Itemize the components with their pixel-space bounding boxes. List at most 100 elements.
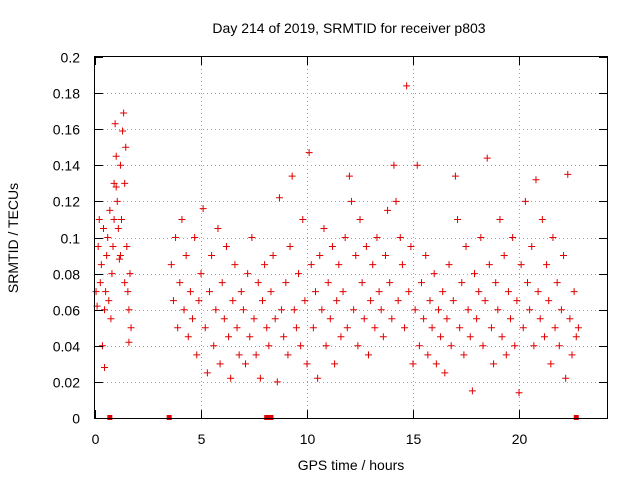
data-point	[186, 288, 194, 296]
data-point	[401, 324, 409, 332]
data-point	[333, 297, 341, 305]
y-tick-label: 0.1	[61, 231, 81, 247]
data-point	[201, 324, 209, 332]
data-point	[220, 315, 228, 323]
data-point	[125, 338, 133, 346]
gap-marker	[268, 415, 274, 420]
x-tick-label: 0	[92, 431, 100, 447]
data-point	[426, 297, 434, 305]
data-point	[229, 297, 237, 305]
data-point	[316, 252, 324, 260]
data-point	[250, 315, 258, 323]
data-point	[454, 215, 462, 223]
data-point	[381, 252, 389, 260]
y-tick-label: 0	[72, 411, 80, 427]
data-point	[543, 261, 551, 269]
data-point	[377, 306, 385, 314]
data-point	[265, 342, 273, 350]
data-point	[95, 215, 103, 223]
data-point	[424, 351, 432, 359]
data-point	[178, 215, 186, 223]
data-point	[422, 252, 430, 260]
data-point	[460, 351, 468, 359]
data-point	[432, 360, 440, 368]
data-point	[521, 197, 529, 205]
data-point	[112, 183, 120, 191]
data-point	[267, 288, 275, 296]
data-point	[536, 315, 544, 323]
data-point	[101, 306, 109, 314]
data-point	[477, 234, 485, 241]
data-point	[121, 279, 129, 287]
y-tick-label: 0.2	[61, 50, 81, 66]
data-point	[115, 255, 123, 263]
data-point	[261, 261, 269, 269]
data-point	[122, 143, 130, 151]
data-point	[360, 315, 368, 323]
data-point	[462, 243, 470, 251]
data-point	[286, 243, 294, 251]
data-point	[191, 234, 199, 241]
data-point	[324, 279, 332, 287]
data-point	[116, 252, 124, 260]
data-point	[284, 351, 292, 359]
data-point	[386, 279, 394, 287]
data-point	[111, 120, 119, 128]
data-point	[116, 161, 124, 169]
x-tick-label: 20	[512, 431, 528, 447]
data-point	[225, 333, 233, 341]
y-tick-label: 0.16	[53, 122, 80, 138]
data-point	[282, 279, 290, 287]
data-point	[553, 279, 561, 287]
gap-marker	[573, 415, 579, 420]
data-point	[288, 172, 296, 180]
data-point	[311, 288, 319, 296]
data-point	[203, 369, 211, 377]
data-point	[269, 252, 277, 260]
data-point	[451, 172, 459, 180]
data-point	[121, 179, 129, 187]
data-point	[466, 333, 474, 341]
data-point	[113, 197, 121, 205]
data-point	[305, 149, 313, 157]
data-point	[112, 152, 120, 160]
y-tick-label: 0.02	[53, 375, 80, 391]
data-point	[114, 224, 122, 232]
data-point	[496, 215, 504, 223]
data-point	[212, 306, 220, 314]
data-point	[358, 279, 366, 287]
data-point	[239, 306, 247, 314]
data-point	[104, 234, 112, 241]
data-point	[126, 270, 134, 278]
data-point	[445, 261, 453, 269]
data-point	[407, 243, 415, 251]
data-point	[562, 374, 570, 382]
data-point	[392, 197, 400, 205]
data-point	[331, 360, 339, 368]
data-point	[92, 288, 100, 296]
data-point	[494, 306, 502, 314]
data-point	[275, 194, 283, 202]
data-point	[560, 252, 568, 260]
data-point	[307, 261, 315, 269]
data-point	[449, 297, 457, 305]
data-point	[123, 243, 131, 251]
y-axis-label: SRMTID / TECUs	[5, 183, 21, 293]
data-point	[280, 333, 288, 341]
data-point	[504, 288, 512, 296]
data-point	[490, 360, 498, 368]
data-point	[258, 297, 266, 305]
data-point	[441, 369, 449, 377]
data-point	[549, 234, 557, 241]
data-point	[420, 315, 428, 323]
gap-marker	[264, 415, 270, 420]
data-point	[252, 351, 260, 359]
data-point	[458, 279, 466, 287]
data-point	[97, 261, 105, 269]
data-point	[124, 288, 132, 296]
data-point	[487, 324, 495, 332]
data-point	[390, 161, 398, 169]
data-point	[208, 252, 216, 260]
data-point	[513, 297, 521, 305]
data-point	[320, 224, 328, 232]
